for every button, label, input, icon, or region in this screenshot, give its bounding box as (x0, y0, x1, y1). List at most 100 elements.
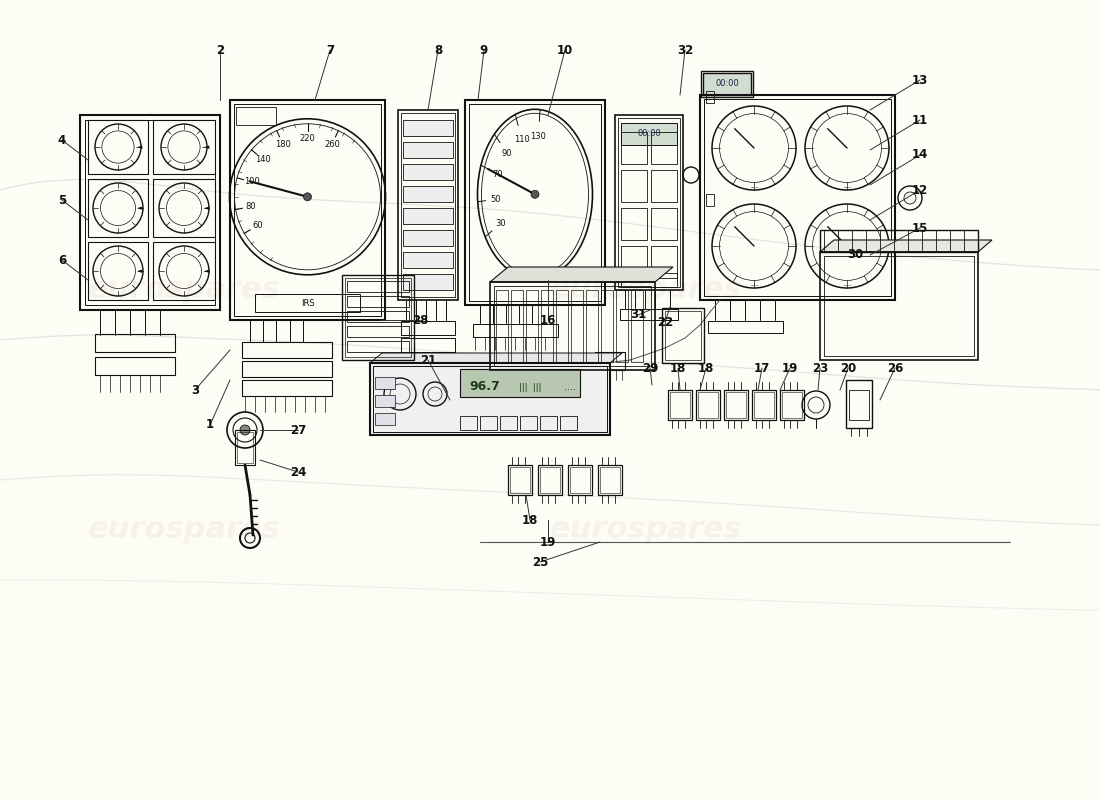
Text: 16: 16 (540, 314, 557, 326)
Text: 130: 130 (530, 132, 547, 141)
Text: 10: 10 (557, 43, 573, 57)
Text: 50: 50 (491, 195, 501, 204)
Text: 31: 31 (630, 309, 646, 322)
Bar (701, 71, 754, 97)
Text: |||  |||: ||| ||| (519, 382, 541, 391)
Text: ◄: ◄ (205, 144, 210, 150)
Bar (724, 390, 748, 420)
Text: 1: 1 (206, 418, 214, 431)
Text: 220: 220 (299, 134, 316, 143)
Text: ___: ___ (750, 183, 758, 189)
Bar (230, 100, 385, 320)
Bar (824, 256, 974, 356)
Text: 6: 6 (58, 254, 66, 266)
Text: 22: 22 (657, 315, 673, 329)
Text: 8: 8 (433, 43, 442, 57)
Text: 70: 70 (493, 170, 503, 179)
Text: 30: 30 (847, 249, 864, 262)
Bar (706, 91, 714, 103)
Bar (651, 132, 676, 164)
Bar (700, 95, 895, 300)
Bar (403, 164, 453, 180)
Text: ___: ___ (843, 183, 851, 189)
Text: 20: 20 (840, 362, 856, 374)
Bar (494, 286, 651, 366)
Bar (526, 290, 538, 362)
Bar (496, 290, 508, 362)
Bar (403, 208, 453, 224)
Text: 18: 18 (521, 514, 538, 526)
Bar (490, 282, 654, 370)
Bar (460, 416, 477, 430)
Bar (849, 390, 869, 420)
Bar (618, 118, 680, 287)
Bar (820, 252, 978, 360)
Text: 14: 14 (912, 149, 928, 162)
Text: 96.7: 96.7 (470, 381, 500, 394)
Text: eurospares: eurospares (88, 515, 280, 544)
Bar (615, 115, 683, 290)
Bar (500, 416, 517, 430)
Text: 4: 4 (58, 134, 66, 146)
Bar (600, 467, 620, 493)
Bar (540, 416, 557, 430)
Circle shape (304, 193, 311, 201)
Bar (754, 392, 774, 418)
Bar (375, 395, 395, 407)
Text: 24: 24 (289, 466, 306, 478)
Bar (621, 170, 647, 202)
Bar (403, 142, 453, 158)
Text: 9: 9 (480, 43, 488, 57)
Bar (236, 432, 253, 463)
Text: 18: 18 (697, 362, 714, 374)
Text: 7: 7 (326, 43, 334, 57)
Text: 28: 28 (411, 314, 428, 326)
Text: 80: 80 (245, 202, 255, 211)
Bar (242, 361, 332, 377)
Text: 19: 19 (782, 362, 799, 374)
Bar (346, 326, 409, 337)
Bar (95, 357, 175, 375)
Bar (465, 100, 605, 305)
Bar (726, 392, 746, 418)
Bar (586, 290, 598, 362)
Bar (402, 113, 455, 297)
Bar (88, 120, 148, 174)
Bar (373, 366, 607, 432)
Bar (512, 290, 522, 362)
Bar (601, 290, 613, 362)
Bar (556, 290, 568, 362)
Bar (235, 430, 255, 465)
Bar (621, 132, 647, 164)
Bar (571, 290, 583, 362)
Text: 12: 12 (912, 183, 928, 197)
Polygon shape (370, 353, 622, 363)
Text: 2: 2 (216, 43, 224, 57)
Bar (540, 467, 560, 493)
Text: 100: 100 (243, 178, 260, 186)
Bar (541, 290, 553, 362)
Text: 00:00: 00:00 (715, 79, 739, 89)
Bar (473, 324, 558, 337)
Bar (780, 390, 804, 420)
Bar (403, 274, 453, 290)
Text: 11: 11 (912, 114, 928, 126)
Bar (346, 341, 409, 352)
Text: eurospares: eurospares (88, 275, 280, 304)
Text: 13: 13 (912, 74, 928, 86)
Bar (621, 123, 676, 145)
Bar (375, 377, 395, 389)
Text: eurospares: eurospares (550, 515, 742, 544)
Text: ___: ___ (843, 282, 851, 286)
Bar (820, 230, 978, 252)
Bar (616, 290, 628, 362)
Text: ◄: ◄ (138, 205, 143, 211)
Text: 140: 140 (255, 155, 271, 164)
Bar (234, 104, 381, 316)
Bar (480, 416, 497, 430)
Text: 260: 260 (324, 140, 340, 149)
Text: 19: 19 (540, 535, 557, 549)
Bar (403, 230, 453, 246)
Bar (346, 311, 409, 322)
Text: 27: 27 (290, 423, 306, 437)
